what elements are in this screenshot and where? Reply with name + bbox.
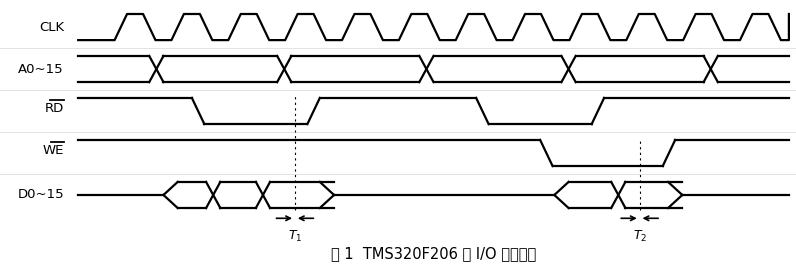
Text: $\it{T}_1$: $\it{T}_1$ [288,229,302,244]
Text: WE: WE [43,144,64,157]
Text: 图 1  TMS320F206 的 I/O 读写时序: 图 1 TMS320F206 的 I/O 读写时序 [331,246,537,261]
Text: D0~15: D0~15 [18,188,64,201]
Text: CLK: CLK [39,21,64,34]
Text: RD: RD [45,102,64,115]
Text: $\it{T}_2$: $\it{T}_2$ [633,229,647,244]
Text: A0~15: A0~15 [18,63,64,76]
